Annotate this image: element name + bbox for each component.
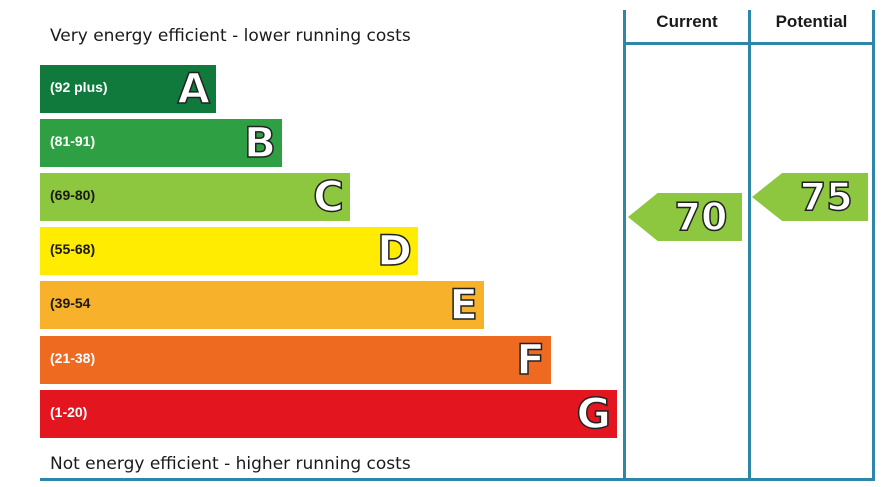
band-letter: F <box>516 335 546 385</box>
band-letter: C <box>312 172 344 222</box>
band-d: (55-68) D <box>40 226 418 276</box>
band-b: (81-91) B <box>40 118 282 168</box>
potential-rating-arrow: 75 <box>752 173 868 221</box>
band-range-label: (92 plus) <box>50 79 108 95</box>
band-letter: E <box>449 280 479 330</box>
band-letter: B <box>243 118 277 168</box>
band-range-label: (21-38) <box>50 350 96 366</box>
current-column-header: Current <box>656 12 718 31</box>
divider-left <box>623 10 626 480</box>
potential-column-header: Potential <box>775 12 848 31</box>
band-range-label: (81-91) <box>50 133 96 149</box>
bottom-caption: Not energy efficient - higher running co… <box>50 454 411 474</box>
band-g: (1-20) G <box>40 389 617 439</box>
band-range-label: (39-54 <box>50 295 91 311</box>
divider-right <box>872 10 875 480</box>
current-rating-value: 70 <box>674 194 728 240</box>
band-c: (69-80) C <box>40 172 350 222</box>
header-underline <box>623 42 875 45</box>
band-range-label: (1-20) <box>50 404 88 420</box>
band-letter: D <box>376 226 412 276</box>
current-rating-arrow: 70 <box>628 193 742 241</box>
band-a: (92 plus) A <box>40 64 216 114</box>
band-f: (21-38) F <box>40 335 551 385</box>
band-range-label: (69-80) <box>50 187 96 203</box>
divider-middle <box>748 10 751 480</box>
potential-rating-value: 75 <box>799 174 853 220</box>
band-letter: G <box>576 389 612 439</box>
top-caption: Very energy efficient - lower running co… <box>50 26 411 46</box>
band-e: (39-54 E <box>40 280 484 330</box>
band-letter: A <box>177 64 211 114</box>
band-range-label: (55-68) <box>50 241 96 257</box>
bottom-border <box>40 478 875 481</box>
